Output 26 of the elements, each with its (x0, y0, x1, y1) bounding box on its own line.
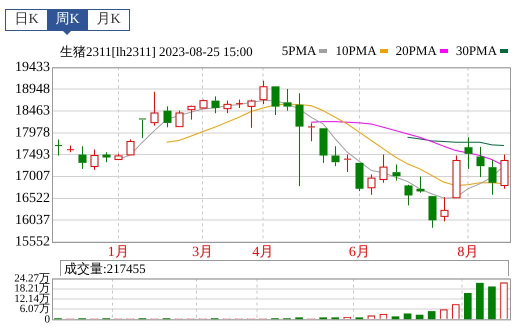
y-tick-label: 19433 (15, 60, 50, 76)
y-tick-label: 12.14万 (14, 292, 50, 305)
y-tick-label: 17007 (15, 169, 50, 184)
y-tick-label: 16522 (15, 191, 50, 206)
y-tick-label: 17493 (15, 147, 50, 162)
y-tick-label: 17978 (15, 126, 50, 141)
chart-title: 生猪2311[lh2311] 2023-08-25 15:00 (60, 43, 253, 61)
y-tick-label: 6.07万 (20, 303, 50, 316)
legend-label: 20PMA (396, 43, 437, 59)
y-tick-label: 15552 (15, 234, 50, 250)
x-tick-label: 4月 (252, 245, 274, 260)
y-tick-label: 18463 (15, 104, 50, 119)
y-tick-label: 24.27万 (14, 272, 50, 284)
y-tick-label: 16037 (15, 212, 50, 228)
period-tab: 周K (47, 10, 88, 30)
x-tick-label: 6月 (348, 245, 370, 260)
y-tick-label: 0 (44, 313, 50, 326)
y-tick-label: 18948 (15, 82, 50, 97)
x-tick-label: 1月 (108, 245, 129, 260)
legend-label: 10PMA (335, 43, 377, 59)
legend-label: 30PMA (456, 43, 497, 59)
y-tick-label: 18.21万 (14, 282, 50, 295)
chart-title: 成交量:217455 (60, 260, 509, 276)
x-tick-label: 3月 (192, 245, 214, 260)
x-tick-label: 8月 (457, 245, 478, 260)
legend-label: 5PMA (282, 43, 316, 59)
